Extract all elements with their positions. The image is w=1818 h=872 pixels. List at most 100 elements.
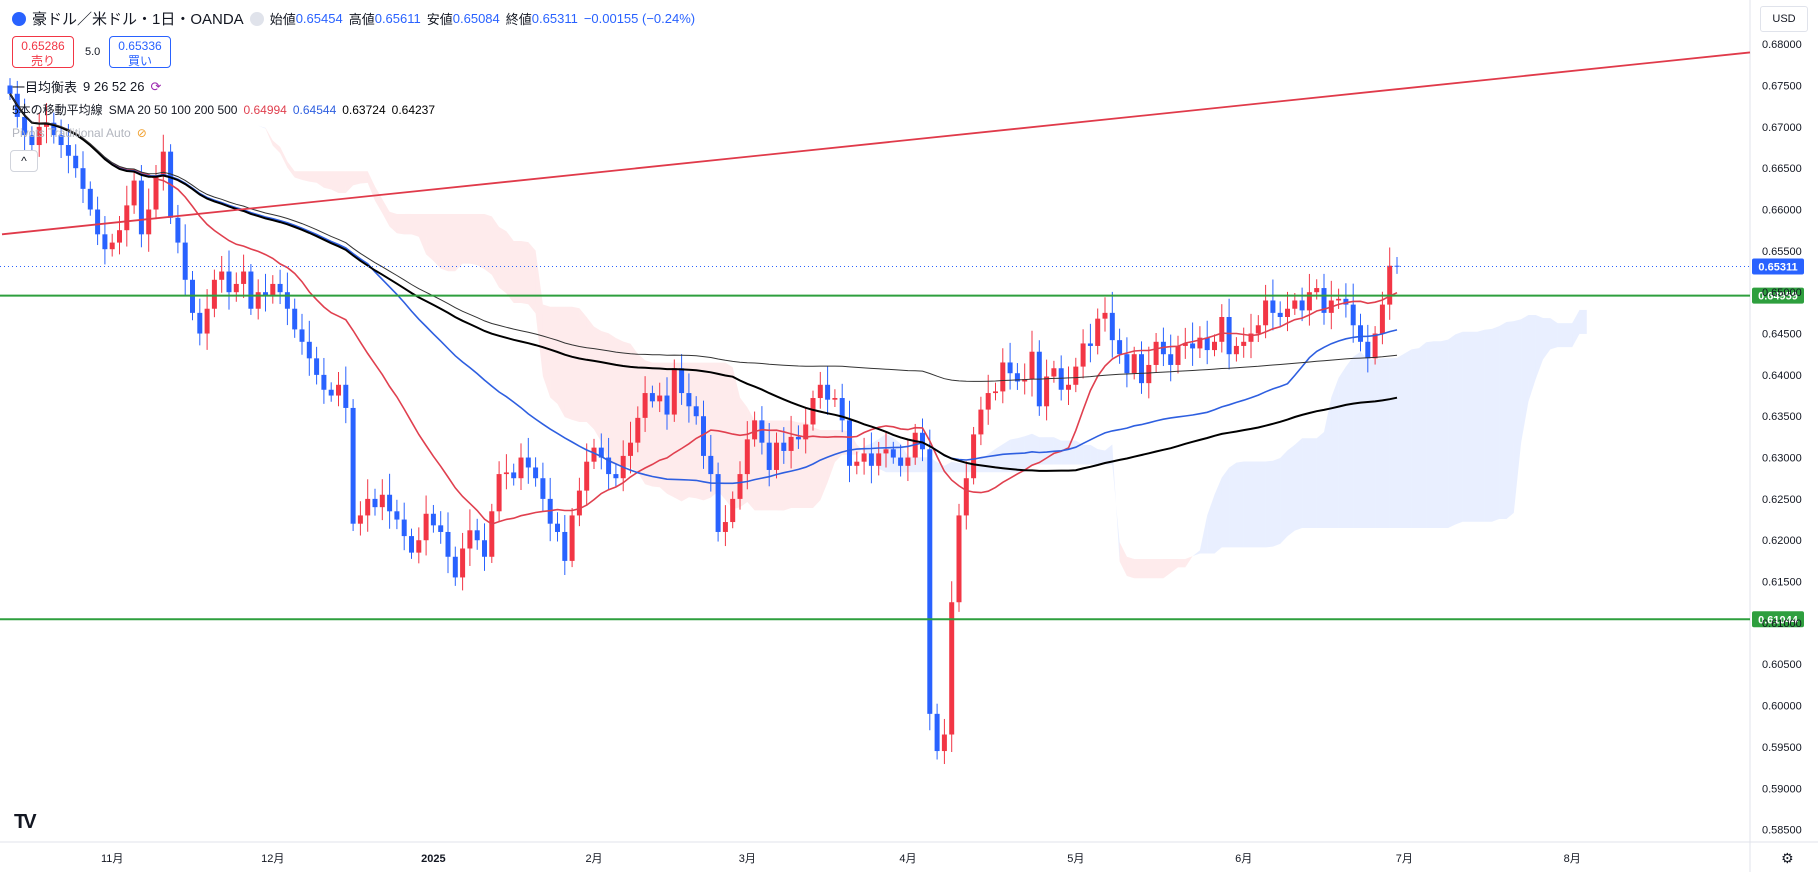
cloud-segment (754, 420, 762, 511)
cloud-segment (1382, 358, 1390, 528)
candle-body (1087, 343, 1093, 346)
candle-body (1044, 376, 1050, 407)
sma-params: SMA 20 50 100 200 500 (108, 102, 238, 117)
cloud-segment (426, 213, 434, 261)
candle-body (299, 329, 305, 342)
cloud-segment (834, 430, 843, 463)
candle-body (182, 242, 188, 280)
cloud-segment (937, 462, 945, 473)
cloud-segment (1251, 461, 1259, 548)
candle-body (569, 515, 575, 561)
settings-icon[interactable]: ⚙ (1781, 850, 1794, 866)
cloud-segment (623, 341, 631, 468)
cloud-segment (1404, 349, 1412, 528)
pivots-hidden-icon[interactable]: ⊘ (136, 126, 147, 140)
candle-body (1153, 341, 1159, 365)
cloud-segment (521, 240, 529, 305)
candle-body (752, 420, 758, 440)
sma100-value: 0.63724 (342, 102, 386, 117)
collapse-legend-button[interactable]: ^ (10, 150, 38, 172)
y-tick-label: 0.59000 (1762, 783, 1802, 795)
tradingview-logo-icon[interactable]: TV (14, 811, 36, 833)
candle-body (1095, 318, 1101, 346)
candle-body (1007, 362, 1013, 374)
candle-body (562, 531, 568, 561)
level-label-0: 0.64959 (1758, 291, 1798, 303)
sma200-line (9, 93, 1398, 382)
candle-body (956, 515, 962, 603)
cloud-segment (1178, 559, 1186, 568)
candle-body (825, 384, 831, 400)
cloud-segment (1156, 559, 1164, 579)
y-tick-label: 0.66500 (1762, 163, 1802, 175)
sell-price: 0.65286 (21, 39, 65, 53)
candle-body (1131, 354, 1137, 374)
candle-body (29, 135, 35, 146)
candle-body (277, 283, 283, 293)
cloud-segment (1294, 438, 1303, 531)
candle-body (22, 116, 28, 136)
y-tick-label: 0.58500 (1762, 825, 1802, 837)
cloud-segment (1499, 322, 1507, 519)
candle-body (832, 398, 838, 400)
cloud-segment (1017, 436, 1025, 473)
currency-button[interactable]: USD (1760, 6, 1808, 32)
candle-body (1000, 362, 1006, 392)
candle-body (1285, 308, 1290, 317)
candle-body (883, 449, 889, 454)
candle-body (781, 442, 787, 451)
pivots-legend[interactable]: Pivots Traditional Auto ⊘ (12, 126, 147, 140)
candle-body (365, 498, 371, 516)
candle-body (350, 407, 356, 524)
cloud-segment (396, 213, 405, 235)
cloud-segment (1345, 356, 1354, 528)
cloud-segment (1265, 460, 1273, 548)
candle-body (460, 548, 466, 578)
cloud-segment (1426, 341, 1434, 528)
cloud-segment (484, 213, 492, 275)
candle-body (270, 283, 276, 297)
cloud-segment (499, 226, 507, 294)
candle-body (934, 713, 940, 752)
candle-body (1014, 373, 1020, 382)
cloud-segment (1513, 319, 1522, 513)
cloud-segment (1192, 550, 1200, 557)
candle-body (898, 457, 904, 466)
candle-body (1146, 364, 1152, 384)
cloud-segment (302, 171, 310, 182)
sell-button[interactable]: 0.65286 売り (12, 36, 74, 68)
cloud-segment (659, 362, 667, 494)
cloud-segment (1462, 331, 1470, 522)
cloud-segment (1331, 377, 1339, 528)
candle-body (328, 389, 334, 396)
symbol-title[interactable]: 豪ドル／米ドル・1日・OANDA (32, 11, 244, 28)
cloud-segment (1338, 366, 1346, 528)
cloud-segment (309, 171, 317, 183)
candle-body (175, 217, 181, 243)
candle-body (664, 395, 670, 415)
cloud-segment (1455, 331, 1463, 525)
sma-legend[interactable]: 5本の移動平均線 SMA 20 50 100 200 500 0.64994 0… (12, 101, 435, 118)
refresh-icon[interactable]: ⟳ (150, 78, 162, 94)
x-tick-label: 8月 (1564, 853, 1581, 865)
candle-body (394, 511, 400, 520)
cloud-segment (294, 171, 302, 180)
cloud-segment (1287, 444, 1295, 537)
cloud-segment (1214, 477, 1222, 554)
cloud-segment (637, 353, 646, 485)
candle-body (65, 145, 71, 156)
sma50-value: 0.64544 (292, 102, 337, 117)
ichimoku-legend[interactable]: 一目均衡表 9 26 52 26 ⟳ (12, 77, 161, 96)
cloud-segment (594, 326, 602, 442)
cloud-segment (462, 213, 470, 264)
buy-button[interactable]: 0.65336 買い (109, 36, 171, 68)
cloud-segment (1557, 323, 1565, 348)
candle-body (496, 474, 502, 512)
cloud-segment (798, 422, 806, 509)
x-tick-label: 7月 (1396, 853, 1413, 865)
ichimoku-name: 一目均衡表 (12, 80, 78, 95)
close-value: 0.65311 (531, 11, 578, 26)
cloud-segment (820, 430, 828, 501)
